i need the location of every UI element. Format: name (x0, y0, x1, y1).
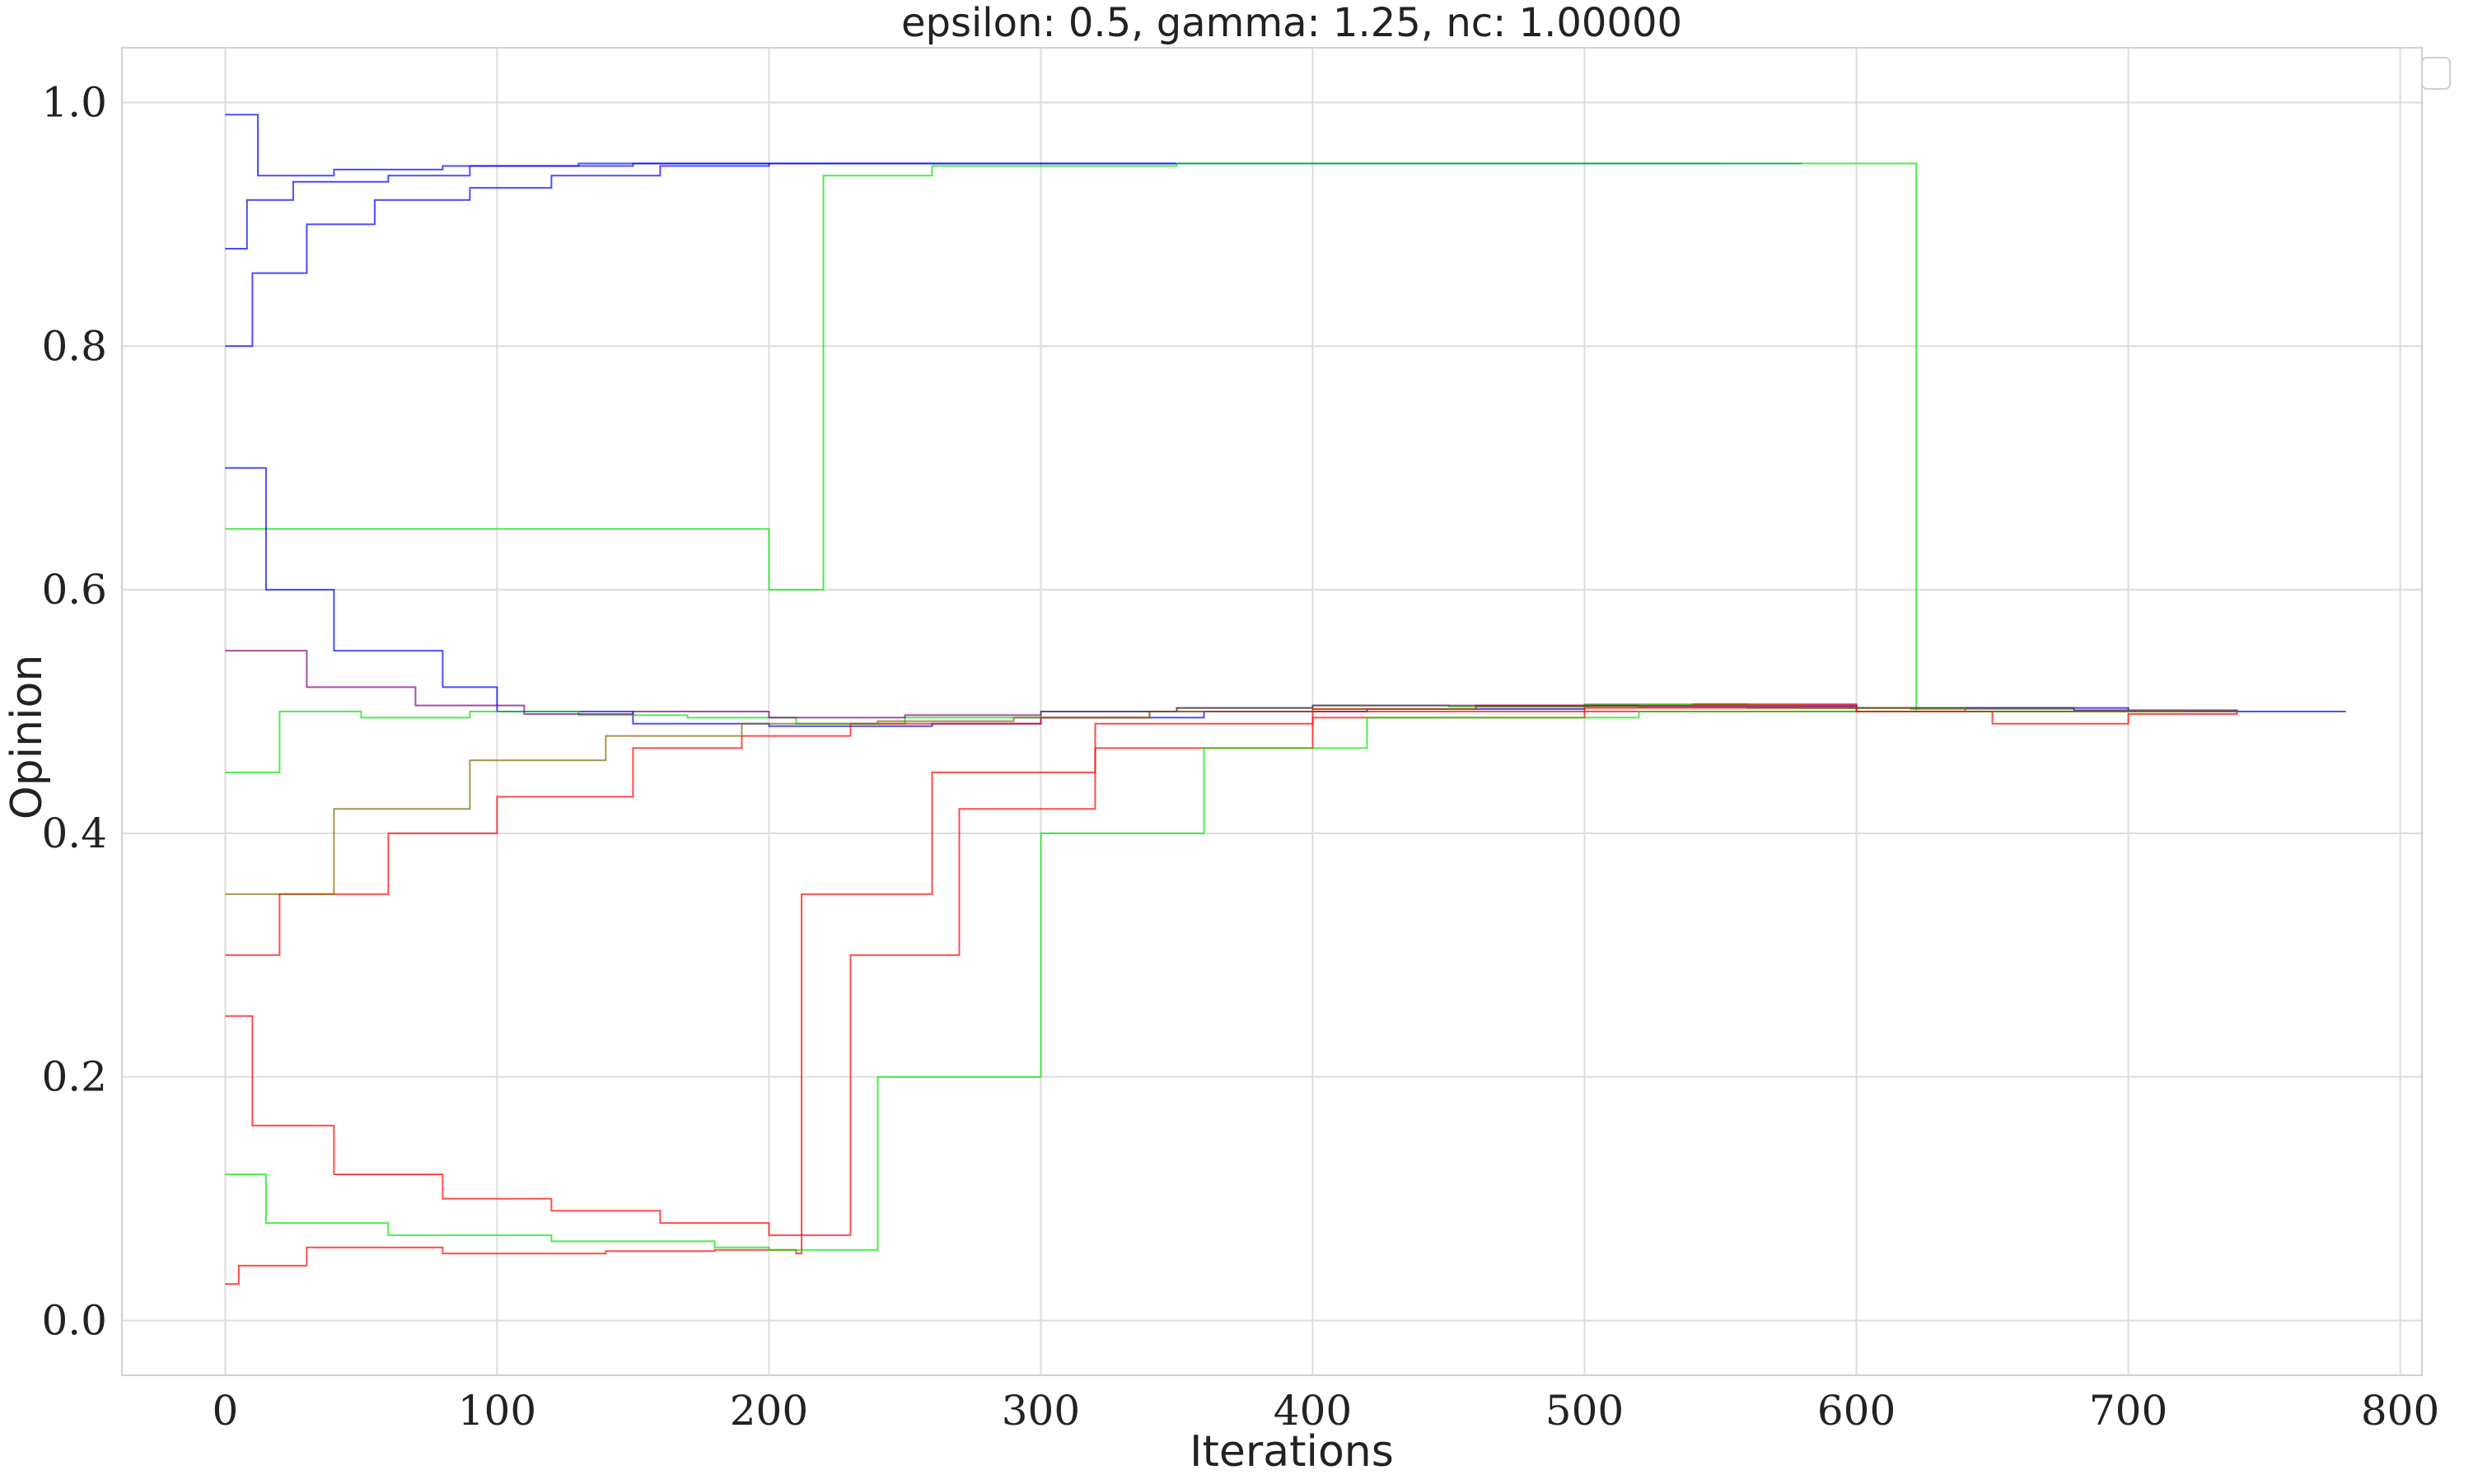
y-tick-labels: 0.0 0.2 0.4 0.6 0.8 1.0 (41, 79, 107, 1345)
x-tick-label: 200 (730, 1387, 808, 1435)
plot-frame (121, 47, 2423, 1376)
series-line-red-9 (225, 703, 2238, 956)
x-axis-label: Iterations (1190, 1427, 1394, 1477)
series-line-blue-2 (225, 163, 770, 348)
x-tick-label: 100 (458, 1387, 536, 1435)
x-tick-label: 800 (2361, 1387, 2439, 1435)
series-line-red-6 (225, 707, 2183, 1286)
x-tick-label: 700 (2089, 1387, 2167, 1435)
x-tick-label: 400 (1274, 1387, 1352, 1435)
y-tick-label: 1.0 (41, 79, 107, 127)
series-line-blue-1 (225, 162, 1721, 250)
x-tick-label: 300 (1002, 1387, 1080, 1435)
x-tick-labels: 0 100 200 300 400 500 600 700 800 (213, 1387, 2440, 1435)
y-tick-label: 0.6 (41, 566, 107, 614)
y-tick-label: 0.0 (41, 1296, 107, 1344)
series-line-olive-11 (225, 704, 2237, 895)
series-line-green-3 (225, 162, 1918, 712)
x-tick-label: 600 (1817, 1387, 1896, 1435)
series-group (225, 114, 2346, 1286)
chart-title: epsilon: 0.5, gamma: 1.25, nc: 1.00000 (901, 0, 1682, 46)
y-tick-label: 0.2 (41, 1053, 107, 1101)
x-tick-label: 500 (1545, 1387, 1624, 1435)
legend-box (2421, 57, 2451, 90)
series-line-red-7 (225, 711, 2183, 1236)
y-axis-label: Opinion (2, 655, 52, 820)
y-tick-label: 0.8 (41, 322, 107, 370)
y-tick-label: 0.4 (41, 810, 107, 857)
series-line-green-8 (225, 711, 2183, 1251)
x-tick-label: 0 (213, 1387, 239, 1435)
series-line-blue-4 (225, 467, 2346, 727)
